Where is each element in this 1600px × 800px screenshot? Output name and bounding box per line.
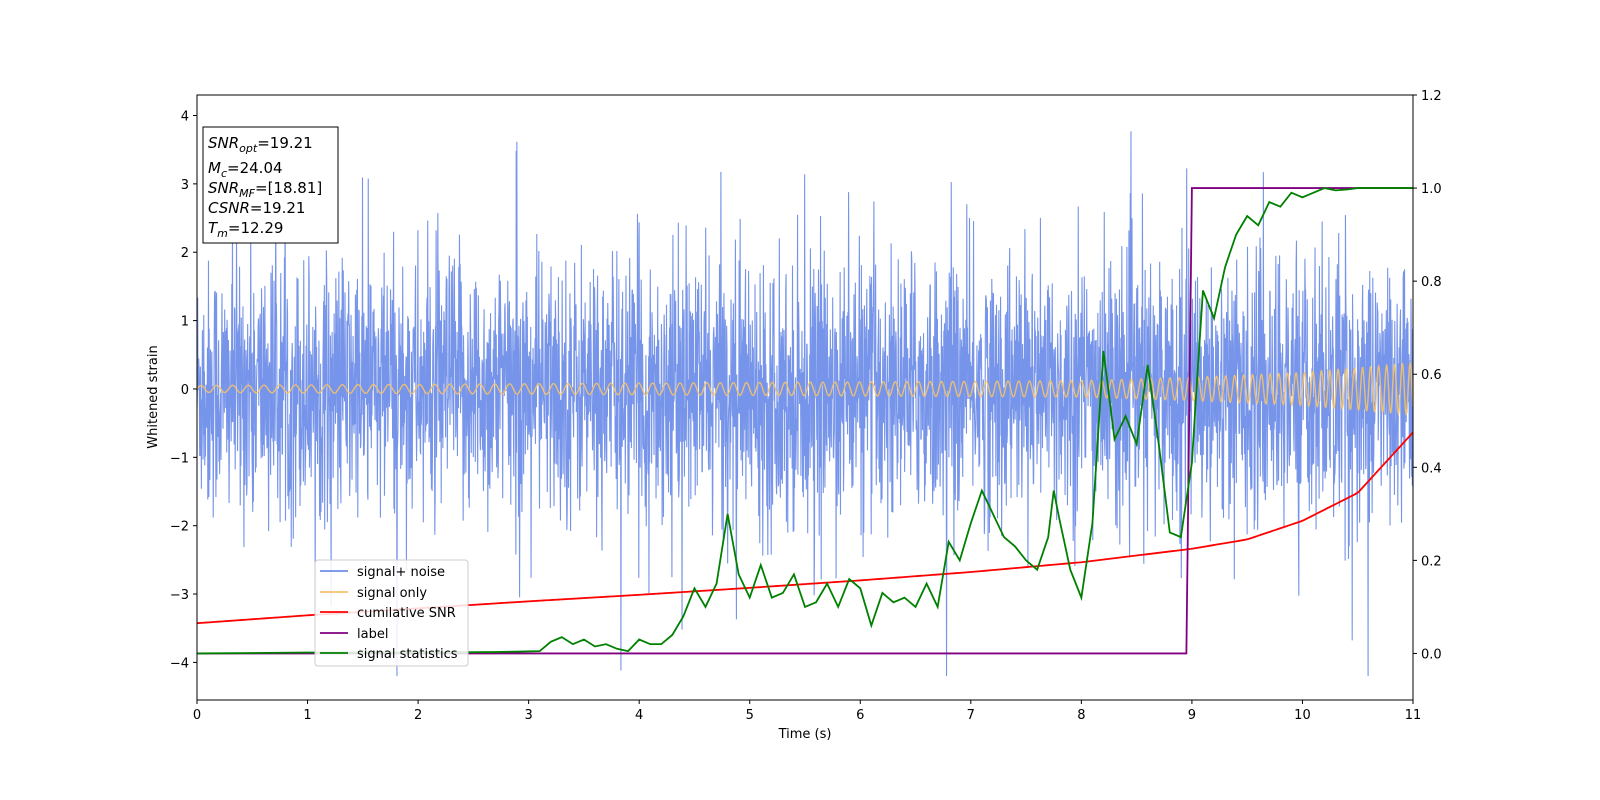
y-left-tick-label: −2 [170,520,189,535]
y-axis-label: Whitened strain [146,345,161,448]
x-tick-label: 3 [524,708,532,723]
y-right-tick-label: 0.2 [1421,554,1442,569]
x-tick-label: 1 [303,708,311,723]
legend-label: signal only [357,586,427,601]
legend-label: cumilative SNR [357,606,456,621]
y-right-tick-label: 0.8 [1421,275,1442,290]
info-line: SNRMF=[18.81] [208,179,322,200]
y-right-tick-label: 1.2 [1421,89,1442,104]
series-label [197,187,1413,655]
series-signal-only [197,360,1413,417]
y-axis-right: 0.0 0.2 0.4 0.6 0.8 1.0 1.2 [1413,89,1442,662]
x-tick-label: 8 [1077,708,1085,723]
info-line: Mc=24.04 [208,159,283,180]
info-line: SNRopt=19.21 [208,134,313,155]
info-line: CSNR=19.21 [208,199,305,217]
plot-frame [196,94,1414,701]
series-signal-statistics [197,187,1413,655]
y-left-tick-label: 1 [181,315,189,330]
legend-label: signal+ noise [357,565,445,580]
x-tick-label: 2 [414,708,422,723]
legend-label: signal statistics [357,647,458,662]
x-tick-label: 7 [967,708,975,723]
info-box: SNRopt=19.21 Mc=24.04SNRMF=[18.81]CSNR=19… [202,126,339,244]
info-line: Tm=12.29 [208,219,283,240]
x-tick-label: 10 [1294,708,1311,723]
x-axis-label: Time (s) [778,727,832,742]
y-left-tick-label: 4 [181,110,189,125]
y-right-tick-label: 0.4 [1421,461,1442,476]
legend: signal+ noise signal only cumilative SNR la… [314,559,469,667]
x-tick-label: 6 [856,708,864,723]
x-tick-label: 9 [1188,708,1196,723]
x-tick-label: 4 [635,708,643,723]
y-left-tick-label: −3 [170,588,189,603]
y-right-tick-label: 0.6 [1421,368,1442,383]
series-signal-noise [197,131,1413,677]
x-tick-label: 0 [193,708,201,723]
y-left-tick-label: −1 [170,451,189,466]
y-left-tick-label: 0 [181,383,189,398]
legend-label: label [357,627,388,642]
x-tick-label: 5 [746,708,754,723]
y-axis-left: −4 −3 −2 −1 0 1 2 3 4 [170,110,197,671]
y-left-tick-label: −4 [170,656,189,671]
x-axis: 0 1 2 3 4 5 6 7 8 9 10 11 [193,700,1421,723]
x-tick-label: 11 [1405,708,1422,723]
y-left-tick-label: 3 [181,178,189,193]
y-right-tick-label: 0.0 [1421,647,1442,662]
y-right-tick-label: 1.0 [1421,182,1442,197]
y-left-tick-label: 2 [181,246,189,261]
